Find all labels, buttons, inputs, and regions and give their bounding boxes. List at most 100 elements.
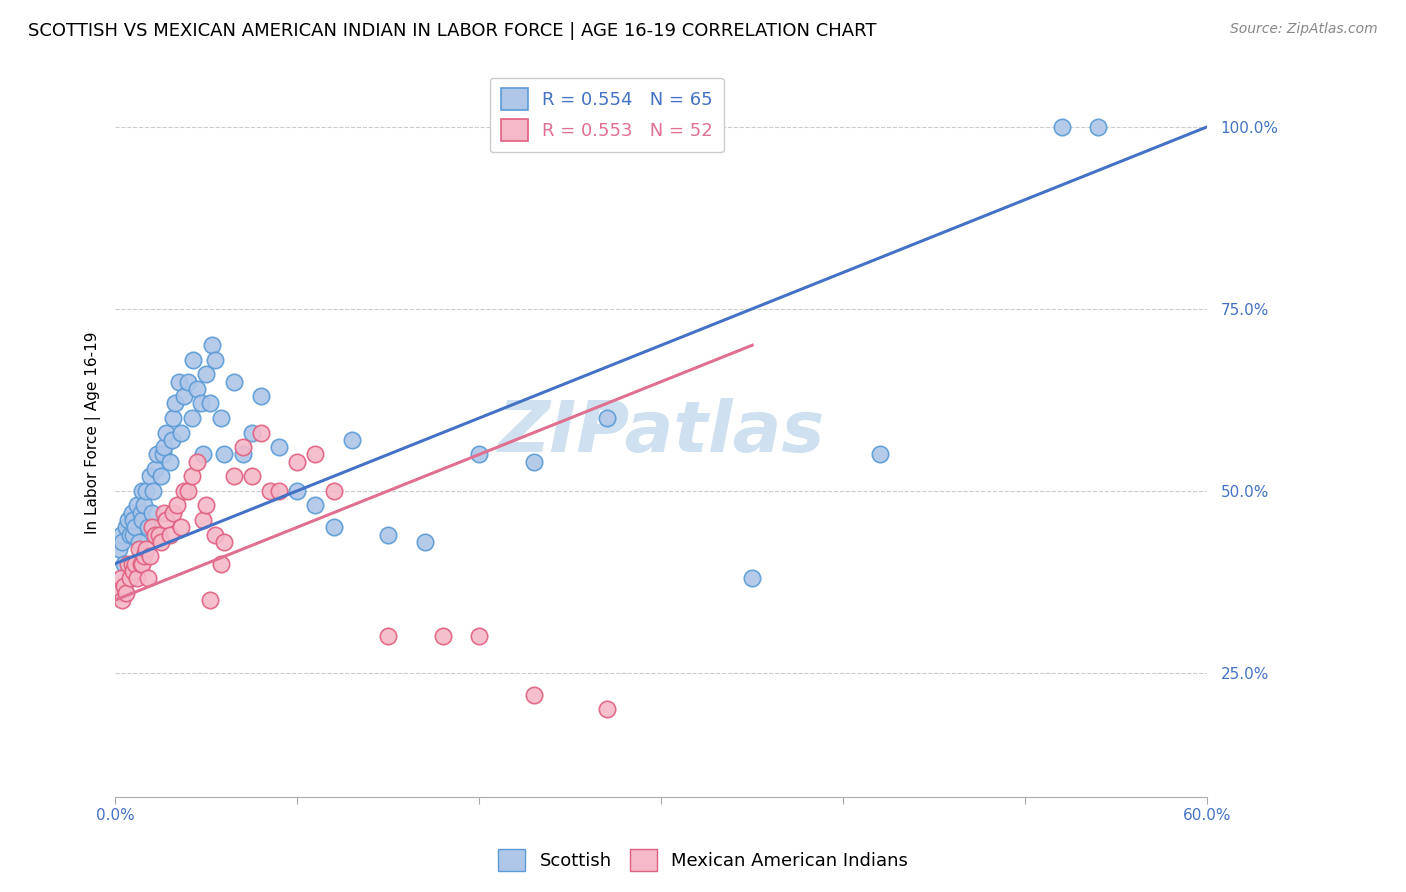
Point [595, 411, 617, 425]
Point [173, 389, 195, 403]
Point [285, 483, 308, 498]
Point [240, 469, 263, 483]
Point [134, 549, 156, 564]
Point [741, 571, 763, 585]
Point [136, 520, 159, 534]
Point [170, 425, 193, 440]
Point [209, 411, 232, 425]
Point [118, 527, 141, 541]
Point [595, 702, 617, 716]
Point [214, 447, 236, 461]
Point [139, 549, 162, 564]
Point [135, 483, 157, 498]
Legend: R = 0.554   N = 65, R = 0.553   N = 52: R = 0.554 N = 65, R = 0.553 N = 52 [489, 78, 724, 153]
Point [198, 593, 221, 607]
Point [201, 338, 224, 352]
Point [377, 527, 399, 541]
Point [432, 630, 454, 644]
Point [159, 455, 181, 469]
Point [468, 447, 491, 461]
Point [122, 527, 145, 541]
Point [128, 542, 150, 557]
Point [121, 506, 143, 520]
Point [177, 375, 200, 389]
Point [1050, 120, 1073, 134]
Point [112, 557, 135, 571]
Point [153, 440, 176, 454]
Point [304, 499, 326, 513]
Y-axis label: In Labor Force | Age 16-19: In Labor Force | Age 16-19 [86, 331, 101, 533]
Point [173, 483, 195, 498]
Point [267, 483, 290, 498]
Point [170, 520, 193, 534]
Point [195, 368, 218, 382]
Point [115, 520, 138, 534]
Point [177, 483, 200, 498]
Point [232, 440, 254, 454]
Point [162, 411, 184, 425]
Point [165, 396, 187, 410]
Point [204, 352, 226, 367]
Point [285, 455, 308, 469]
Point [259, 483, 281, 498]
Point [180, 411, 202, 425]
Point [468, 630, 491, 644]
Point [209, 557, 232, 571]
Point [523, 688, 546, 702]
Point [340, 433, 363, 447]
Point [249, 425, 271, 440]
Point [214, 534, 236, 549]
Point [183, 352, 205, 367]
Point [129, 557, 152, 571]
Point [166, 499, 188, 513]
Point [117, 513, 139, 527]
Point [198, 396, 221, 410]
Legend: Scottish, Mexican American Indians: Scottish, Mexican American Indians [491, 842, 915, 879]
Point [322, 520, 344, 534]
Point [111, 534, 134, 549]
Point [149, 534, 172, 549]
Point [141, 506, 163, 520]
Point [153, 506, 176, 520]
Point [162, 506, 184, 520]
Point [115, 586, 138, 600]
Point [155, 425, 177, 440]
Point [190, 396, 212, 410]
Point [131, 513, 153, 527]
Point [191, 513, 214, 527]
Point [125, 571, 148, 585]
Point [118, 571, 141, 585]
Point [222, 375, 245, 389]
Text: Source: ZipAtlas.com: Source: ZipAtlas.com [1230, 22, 1378, 37]
Point [167, 375, 190, 389]
Point [222, 469, 245, 483]
Point [134, 499, 156, 513]
Point [108, 542, 131, 557]
Point [152, 447, 174, 461]
Point [322, 483, 344, 498]
Point [413, 534, 436, 549]
Text: ZIPatlas: ZIPatlas [498, 398, 825, 467]
Point [121, 557, 143, 571]
Point [180, 469, 202, 483]
Point [110, 527, 132, 541]
Point [141, 520, 163, 534]
Point [135, 542, 157, 557]
Point [131, 483, 153, 498]
Point [129, 506, 152, 520]
Point [1087, 120, 1109, 134]
Point [195, 499, 218, 513]
Point [146, 447, 169, 461]
Point [122, 564, 145, 578]
Point [377, 630, 399, 644]
Point [111, 593, 134, 607]
Point [124, 557, 146, 571]
Point [523, 455, 546, 469]
Text: SCOTTISH VS MEXICAN AMERICAN INDIAN IN LABOR FORCE | AGE 16-19 CORRELATION CHART: SCOTTISH VS MEXICAN AMERICAN INDIAN IN L… [28, 22, 876, 40]
Point [110, 571, 132, 585]
Point [117, 557, 139, 571]
Point [143, 527, 166, 541]
Point [143, 462, 166, 476]
Point [232, 447, 254, 461]
Point [155, 513, 177, 527]
